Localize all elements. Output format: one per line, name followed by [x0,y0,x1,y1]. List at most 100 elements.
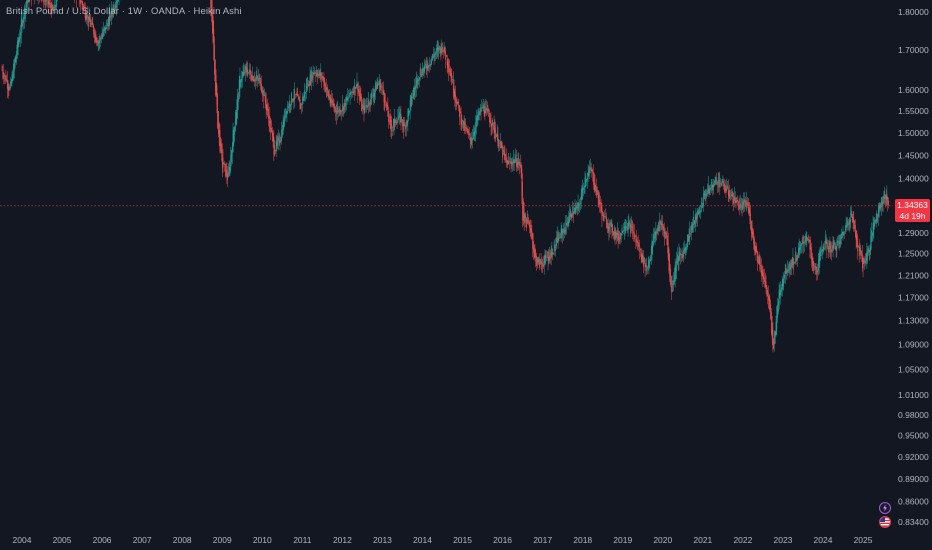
lightning-icon[interactable] [879,502,891,514]
candle-body [1,69,3,71]
candle-body [2,69,4,75]
candle-body [261,83,262,93]
candle-body [27,0,29,3]
candle-body [325,87,327,91]
candle-body [448,64,450,72]
x-tick-label: 2016 [493,535,512,545]
price-axis[interactable]: 1.80000 1.70000 1.60000 1.55000 1.50000 1.450… [898,7,929,527]
candle-body [457,101,459,103]
candle-body [885,196,887,203]
time-axis[interactable]: 2004 2005 2006 2007 2008 2009 2010 2011 2012 2013… [13,535,873,545]
candle-body [317,74,319,78]
candle-body [777,300,779,312]
candle-body [770,304,771,319]
candle-body [562,231,564,235]
candle-body [478,114,480,116]
candle-body [97,40,98,46]
candle-body [523,200,524,222]
candle-body [554,247,556,249]
candle-body [278,138,280,144]
candle-body [616,232,617,238]
candle-body [465,126,466,128]
candle-body [761,265,762,275]
candle-body [110,15,111,18]
candle-body [106,22,108,29]
candle-body [271,130,273,136]
candle-body [665,232,667,234]
candle-body [500,142,502,149]
candle-body [502,146,503,158]
y-tick-label: 0.89000 [898,474,929,484]
candle-body [527,220,529,222]
candle-body [281,129,282,141]
candle-body [100,38,102,40]
candle-body [563,228,564,233]
x-tick-label: 2025 [854,535,873,545]
candle-body [234,118,236,131]
candle-body [581,187,583,200]
candle-body [559,237,560,239]
candle-body [352,90,354,93]
candle-body [628,221,630,226]
candle-body [837,240,838,246]
candle-body [814,265,815,267]
candle-body [663,226,664,231]
candle-body [14,57,16,67]
candle-body [622,231,624,232]
candle-body [12,78,14,79]
candle-body [385,101,386,103]
candle-body [886,193,888,200]
candle-body [228,167,230,175]
candle-body [800,243,802,249]
candle-body [744,199,745,203]
candle-body [869,245,871,252]
us-flag-icon[interactable] [879,516,891,528]
candle-body [231,147,233,157]
candles-layer [1,0,889,353]
candle-body [681,254,683,256]
candle-body [340,111,342,113]
candle-body [603,213,604,222]
candle-body [760,264,761,267]
candle-body [319,72,321,77]
candle-body [725,189,727,191]
candle-body [446,55,447,58]
candle-body [410,96,412,107]
candle-body [829,242,831,249]
candle-body [24,11,26,14]
candle-body [486,109,488,111]
candle-body [599,199,600,205]
candle-body [801,243,802,247]
candle-body [473,132,475,136]
candle-body [620,232,621,240]
candle-body [330,99,332,105]
candle-body [724,184,725,192]
candle-body [785,270,787,274]
candle-body [865,261,866,264]
candle-body [211,7,213,26]
symbol-legend[interactable]: British Pound / U.S. Dollar · 1W · OANDA… [6,6,242,17]
candle-body [684,248,685,254]
candle-body [795,258,797,260]
y-tick-label: 0.95000 [898,431,929,441]
candle-body [302,97,303,105]
candle-body [335,107,336,113]
candle-body [855,230,857,241]
candle-body [591,169,593,172]
candle-body [763,275,765,279]
candle-body [481,105,483,111]
candle-body [301,104,302,106]
candle-body [402,122,404,130]
candle-body [673,280,674,285]
candle-body [3,72,4,79]
candle-body [839,241,841,245]
candle-body [686,246,688,248]
candle-body [639,245,641,253]
candle-body [399,112,400,118]
candle-body [848,223,849,226]
x-tick-label: 2010 [253,535,272,545]
candle-body [338,107,340,112]
candle-body [619,237,621,241]
candle-body [264,94,265,97]
